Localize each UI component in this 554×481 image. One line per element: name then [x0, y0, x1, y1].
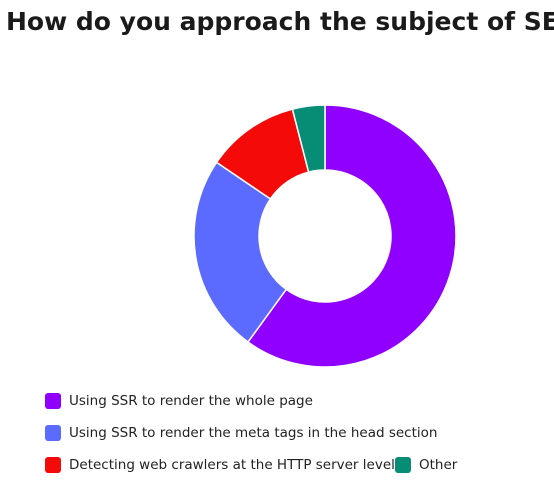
legend-swatch — [45, 425, 61, 441]
donut-slice — [193, 161, 288, 344]
legend-label: Detecting web crawlers at the HTTP serve… — [69, 457, 395, 473]
donut-slice — [246, 104, 457, 368]
chart-title: How do you approach the subject of SEO? — [6, 7, 554, 36]
legend-swatch — [45, 457, 61, 473]
legend-swatch — [395, 457, 411, 473]
legend-label: Using SSR to render the meta tags in the… — [69, 425, 437, 441]
legend-swatch — [45, 393, 61, 409]
donut-slice — [291, 104, 326, 173]
legend-label: Using SSR to render the whole page — [69, 393, 313, 409]
legend-label: Other — [419, 457, 458, 473]
